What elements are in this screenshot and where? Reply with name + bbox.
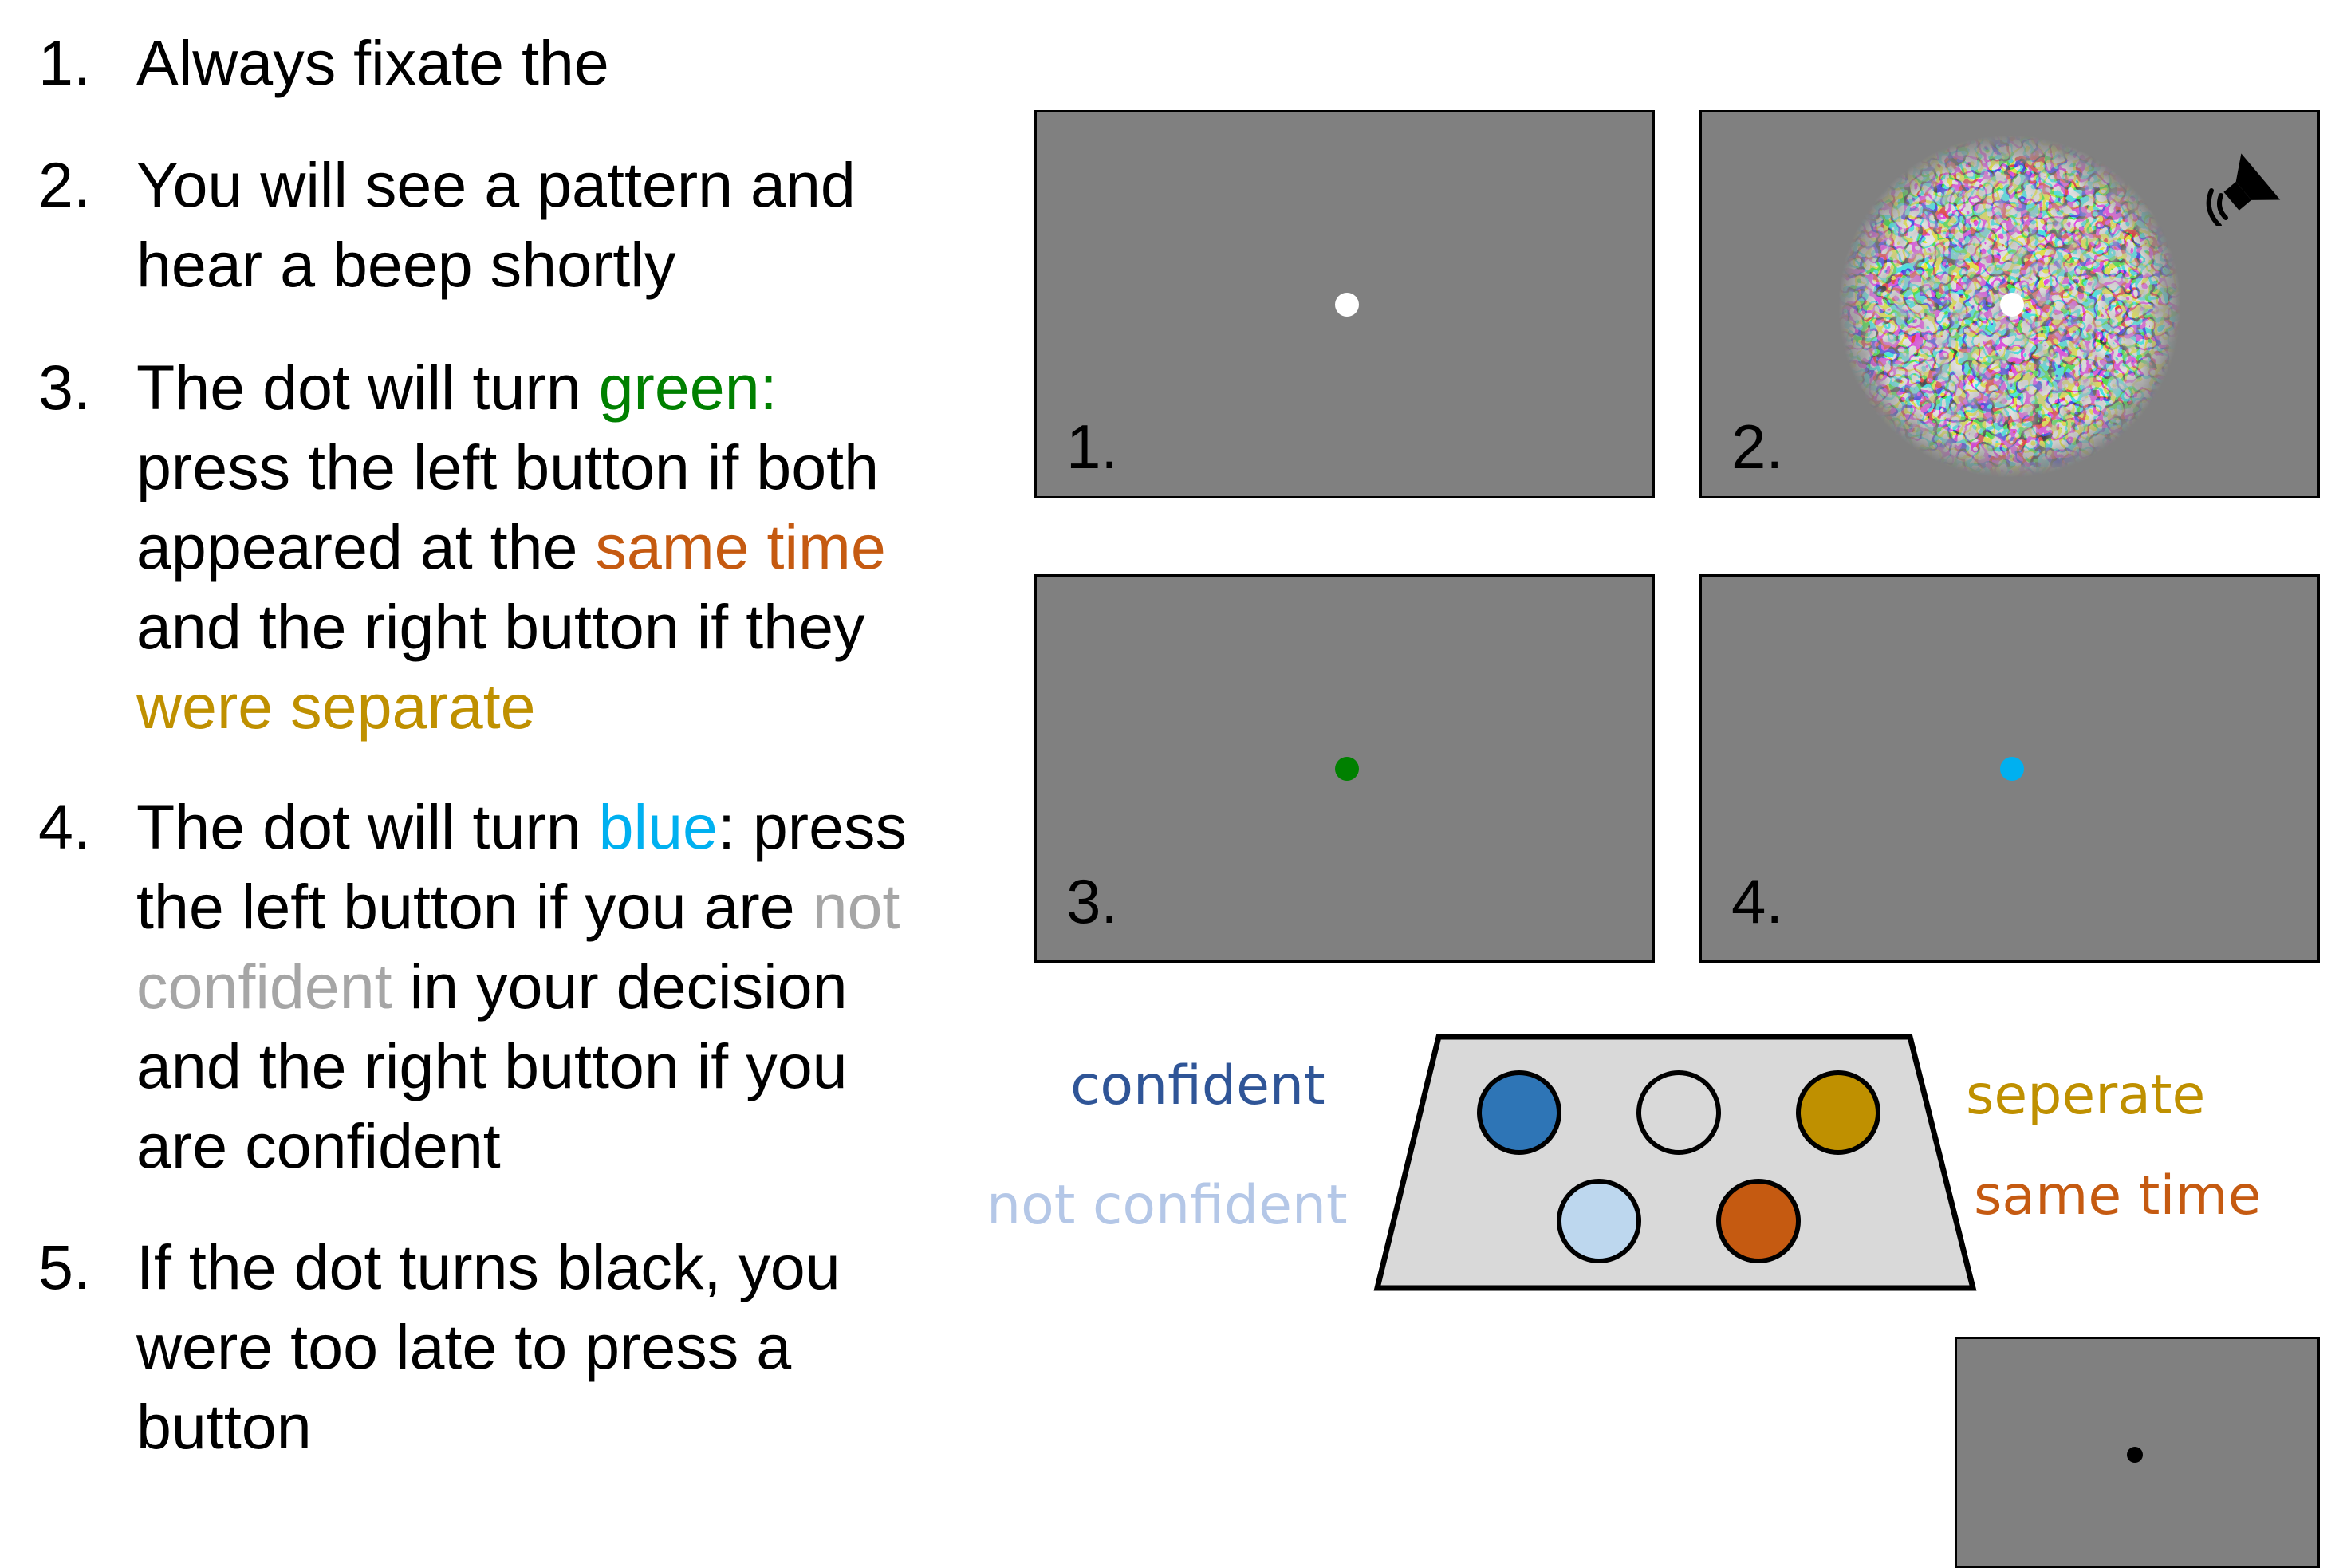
screen-5 [1955,1337,2320,1568]
instruction-number: 4. [38,791,91,862]
label-seperate: seperate [1966,1064,2206,1127]
button-middle[interactable] [1636,1070,1721,1155]
instruction-line: and the right button if they [136,591,865,662]
same-time-word: same time [595,511,886,582]
instruction-line: confident in your decision [136,951,848,1022]
response-box [1373,1034,1977,1291]
not-word: not [812,871,900,942]
label-same-time: same time [1974,1164,2262,1227]
separate-word: were separate [136,671,536,742]
button-confident[interactable] [1477,1070,1561,1155]
fixation-dot [1335,293,1359,317]
screen-2: 2. [1699,110,2320,498]
instruction-line: The dot will turn blue: press [136,791,908,862]
instruction-line: button [136,1391,312,1462]
instruction-number: 2. [38,149,91,220]
label-confident: confident [1070,1054,1325,1117]
instruction-line: were too late to press a [136,1311,792,1382]
instruction-line: Always fixate the [136,27,609,98]
screen-4: 4. [1699,574,2320,963]
label-not-confident: not confident [986,1174,1348,1237]
fixation-dot [2127,1447,2143,1463]
green-word: green: [598,352,778,423]
instruction-line: You will see a pattern and [136,149,856,220]
screen-label: 1. [1066,412,1119,482]
blue-word: blue [598,791,718,862]
screen-3: 3. [1034,574,1655,963]
instruction-line: If the dot turns black, you [136,1231,841,1302]
instruction-line: hear a beep shortly [136,229,676,300]
instruction-line: press the left button if both [136,431,880,502]
screen-label: 2. [1731,412,1784,482]
speaker-icon [2206,153,2281,226]
button-not-confident[interactable] [1557,1179,1641,1263]
instruction-number: 5. [38,1231,91,1302]
confident-word: confident [136,951,392,1022]
screen-label: 3. [1066,866,1119,936]
screen-label: 4. [1731,866,1784,936]
screen-1: 1. [1034,110,1655,498]
instruction-line: appeared at the same time [136,511,886,582]
instruction-line: The dot will turn green: [136,352,778,423]
instruction-line: and the right button if you [136,1030,848,1101]
instruction-line: are confident [136,1110,501,1181]
instruction-number: 3. [38,352,91,423]
fixation-dot [1335,757,1359,781]
instruction-number: 1. [38,27,91,98]
instruction-line: the left button if you are not [136,871,900,942]
button-seperate[interactable] [1796,1070,1880,1155]
instruction-line: were separate [136,667,1030,747]
button-same-time[interactable] [1716,1179,1801,1263]
fixation-dot [2000,293,2024,317]
fixation-dot [2000,757,2024,781]
